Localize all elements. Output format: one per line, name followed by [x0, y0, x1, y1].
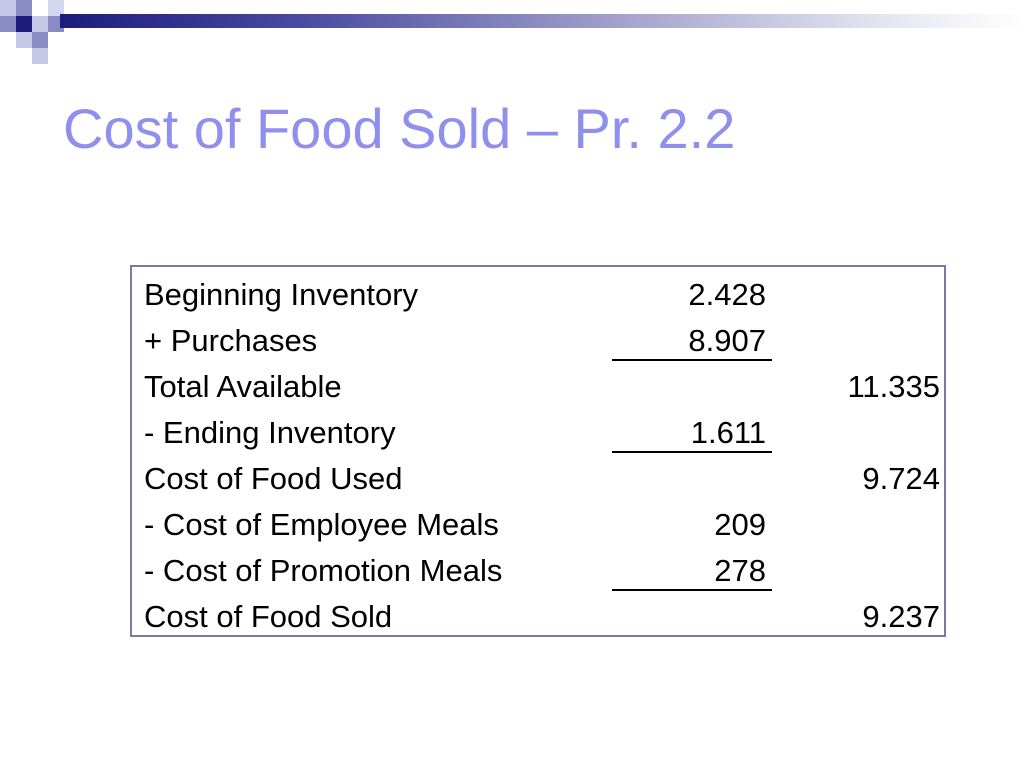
- table-row: Total Available 11.335: [132, 363, 944, 409]
- row-subtotal-value: 278: [714, 553, 766, 588]
- row-label: - Cost of Employee Meals: [144, 507, 499, 542]
- sum-underline: [612, 451, 772, 453]
- deco-square: [16, 32, 32, 48]
- row-label: Cost of Food Sold: [144, 599, 393, 634]
- header-gradient-bar: [60, 14, 1024, 28]
- row-label: - Ending Inventory: [144, 415, 396, 450]
- row-label: Total Available: [144, 369, 342, 404]
- row-label: + Purchases: [144, 323, 318, 358]
- row-label: Cost of Food Used: [144, 461, 403, 496]
- table-row: + Purchases 8.907: [132, 317, 944, 363]
- row-subtotal-value: 2.428: [688, 277, 766, 312]
- deco-square: [16, 16, 32, 32]
- deco-square: [0, 0, 16, 16]
- row-subtotal-value: 209: [714, 507, 766, 542]
- deco-square: [16, 0, 32, 16]
- slide-title: Cost of Food Sold – Pr. 2.2: [63, 97, 736, 160]
- sum-underline: [612, 359, 772, 361]
- table-row: - Cost of Employee Meals 209: [132, 501, 944, 547]
- table-row: Beginning Inventory 2.428: [132, 271, 944, 317]
- corner-decoration: [0, 0, 90, 70]
- row-subtotal-value: 1.611: [690, 415, 766, 450]
- deco-square: [32, 0, 48, 16]
- deco-square: [48, 0, 64, 16]
- deco-square: [32, 32, 48, 48]
- deco-square: [0, 16, 16, 32]
- row-total-value: 9.237: [862, 599, 940, 634]
- row-label: - Cost of Promotion Meals: [144, 553, 503, 588]
- table-row: - Cost of Promotion Meals 278: [132, 547, 944, 593]
- deco-square: [32, 16, 48, 32]
- sum-underline: [612, 589, 772, 591]
- row-total-value: 11.335: [847, 369, 940, 404]
- table-row: Cost of Food Sold 9.237: [132, 593, 944, 639]
- cost-table: Beginning Inventory 2.428 + Purchases 8.…: [130, 265, 946, 637]
- row-subtotal-value: 8.907: [688, 323, 766, 358]
- table-row: Cost of Food Used 9.724: [132, 455, 944, 501]
- row-total-value: 9.724: [862, 461, 940, 496]
- row-label: Beginning Inventory: [144, 277, 419, 312]
- deco-square: [32, 48, 48, 64]
- table-row: - Ending Inventory 1.611: [132, 409, 944, 455]
